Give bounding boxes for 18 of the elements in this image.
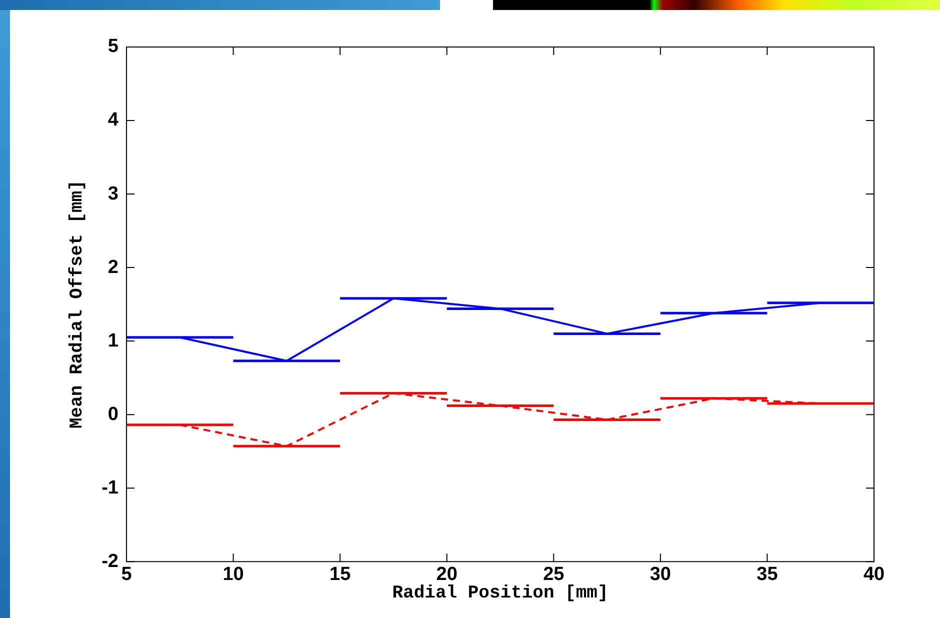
y-tick-label: 0 xyxy=(108,404,118,425)
y-tick-label: -1 xyxy=(102,477,119,498)
y-tick-label: 3 xyxy=(108,183,118,204)
x-tick-label: 25 xyxy=(543,564,565,586)
x-tick-label: 35 xyxy=(756,564,778,586)
x-tick-label: 5 xyxy=(121,564,132,586)
x-axis-title: Radial Position [mm] xyxy=(392,584,608,604)
y-tick-label: -2 xyxy=(102,550,118,572)
y-tick-label: 4 xyxy=(108,110,119,131)
x-tick-label: 40 xyxy=(863,564,885,586)
y-axis-title: Mean Radial Offset [mm] xyxy=(67,180,88,429)
x-tick-label: 10 xyxy=(222,564,244,586)
x-tick-label: 20 xyxy=(436,564,458,586)
x-tick-label: 30 xyxy=(650,564,671,586)
y-tick-label: 2 xyxy=(108,256,118,278)
x-tick-label: 15 xyxy=(329,564,352,586)
y-tick-label: 5 xyxy=(108,36,119,58)
y-tick-label: 1 xyxy=(108,330,119,352)
